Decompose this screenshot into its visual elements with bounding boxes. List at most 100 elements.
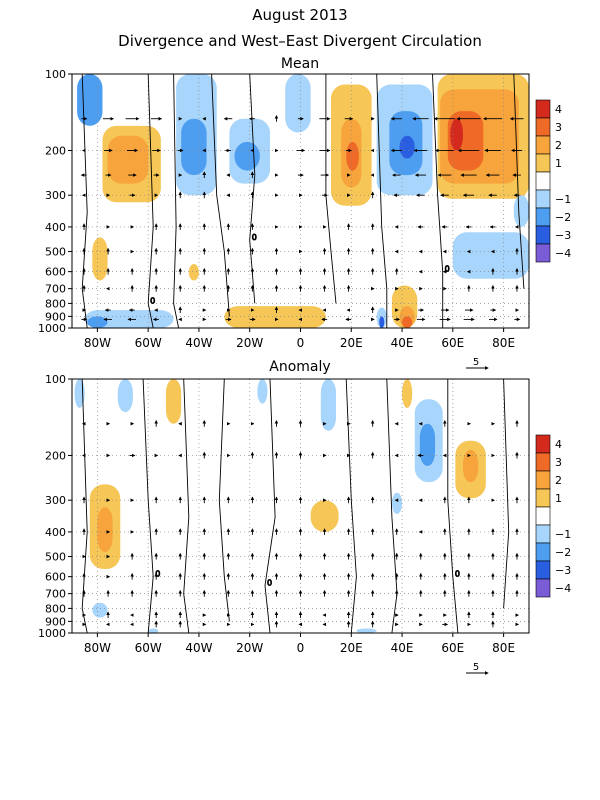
shade-region [165, 379, 182, 424]
x-tick-label: 60W [135, 336, 162, 350]
contour-label: 0 [455, 570, 460, 579]
shading [74, 379, 486, 633]
shade-region [117, 379, 133, 413]
x-tick-label: 60E [441, 336, 464, 350]
colorbar-swatch [535, 488, 551, 508]
colorbar-swatch [535, 99, 551, 119]
y-tick-label: 200 [45, 449, 66, 462]
colorbar-swatch [535, 207, 551, 227]
contours: 0 0 0 [81, 74, 525, 328]
x-tick-label: 0 [297, 641, 305, 655]
x-tick-label: 20E [340, 336, 363, 350]
contour-line [345, 379, 357, 633]
contour-line [513, 74, 525, 289]
colorbar-swatch [535, 171, 551, 191]
x-tick-label: 40W [185, 336, 212, 350]
colorbar-label: −3 [555, 564, 571, 577]
colorbar-label: −4 [555, 247, 571, 260]
shade-region [97, 507, 113, 553]
x-tick-label: 40W [185, 641, 212, 655]
contour-line [447, 379, 459, 633]
contour-line [386, 379, 398, 633]
shade-region [285, 74, 311, 133]
y-tick-label: 600 [45, 266, 66, 279]
colorbar-swatch [535, 542, 551, 562]
shade-region [452, 232, 529, 279]
colorbar-label: −1 [555, 528, 571, 541]
panel-title: Anomaly [269, 359, 330, 375]
colorbar-label: −1 [555, 193, 571, 206]
colorbar-swatch [535, 153, 551, 173]
colorbar-label: 1 [555, 157, 562, 170]
contour-line [325, 74, 337, 304]
colorbar-swatch [535, 135, 551, 155]
y-tick-label: 200 [45, 144, 66, 157]
y-tick-label: 800 [45, 297, 66, 310]
y-tick-label: 100 [45, 373, 66, 386]
colorbar-label: 3 [555, 456, 562, 469]
colorbar-label: −2 [555, 546, 571, 559]
colorbar-swatch [535, 560, 551, 580]
y-tick-label: 400 [45, 221, 66, 234]
y-tick-label: 400 [45, 526, 66, 539]
contour-line [147, 74, 154, 328]
reference-vector-label: 5 [473, 357, 479, 368]
contour-label: 0 [150, 296, 155, 305]
shade-region [419, 423, 436, 466]
shade-region [513, 195, 529, 227]
y-tick-label: 1000 [38, 627, 66, 640]
contour-line [218, 379, 230, 622]
contour-line [503, 379, 510, 609]
colorbar-swatch [535, 470, 551, 490]
vectors [80, 115, 524, 322]
colorbar-label: −2 [555, 211, 571, 224]
shade-region [77, 74, 103, 126]
contour-line [211, 74, 230, 317]
shade-region [379, 316, 385, 328]
x-tick-label: 80E [492, 336, 515, 350]
contour-line [264, 379, 276, 633]
colorbar-swatch [535, 189, 551, 209]
contour-label: 0 [252, 233, 257, 242]
y-tick-label: 700 [45, 283, 66, 296]
colorbar-swatch [535, 452, 551, 472]
x-tick-label: 40E [391, 336, 414, 350]
contour-line [81, 379, 88, 633]
x-tick-label: 80E [492, 641, 515, 655]
panel-title: Mean [281, 56, 319, 72]
chart-title-line1: August 2013 [252, 6, 347, 24]
colorbar-swatch [535, 117, 551, 137]
shade-region [92, 237, 108, 281]
contour-label: 0 [445, 265, 450, 274]
y-tick-label: 1000 [38, 322, 66, 335]
shade-region [148, 628, 159, 633]
shade-region [92, 602, 108, 618]
shade-region [181, 118, 207, 176]
contours: 000 [81, 379, 510, 633]
shade-region [234, 141, 260, 171]
y-tick-label: 700 [45, 588, 66, 601]
shade-region [188, 264, 199, 281]
colorbar-label: 1 [555, 492, 562, 505]
x-tick-label: 40E [391, 641, 414, 655]
chart-title-line2: Divergence and West–East Divergent Circu… [118, 32, 482, 50]
y-tick-label: 100 [45, 68, 66, 81]
y-tick-label: 500 [45, 246, 66, 259]
colorbar-label: 3 [555, 121, 562, 134]
shade-region [224, 306, 326, 328]
vectors [82, 420, 519, 628]
shade-region [320, 379, 337, 431]
reference-vector-label: 5 [473, 662, 479, 673]
shade-region [399, 135, 415, 159]
colorbar-swatch [535, 578, 551, 598]
shade-region [391, 492, 403, 514]
x-tick-label: 60W [135, 641, 162, 655]
shade-region [346, 141, 359, 171]
x-tick-label: 60E [441, 641, 464, 655]
y-tick-label: 900 [45, 310, 66, 323]
shading [77, 74, 529, 328]
